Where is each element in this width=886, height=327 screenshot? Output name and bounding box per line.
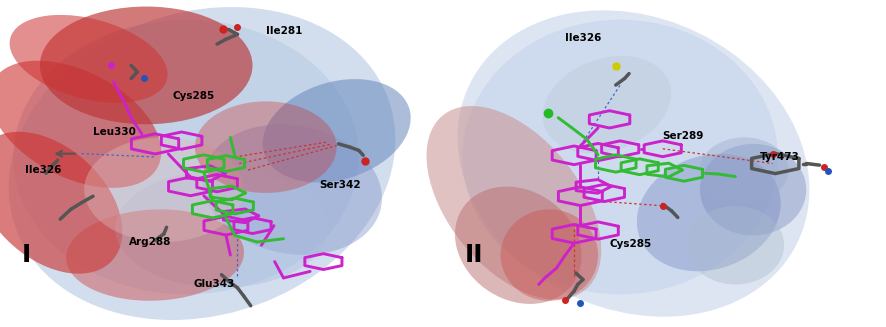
Text: Cys285: Cys285	[173, 92, 215, 101]
Text: Ile326: Ile326	[25, 165, 61, 175]
Ellipse shape	[501, 209, 598, 301]
Text: II: II	[465, 243, 484, 267]
Ellipse shape	[66, 209, 244, 301]
Ellipse shape	[115, 170, 328, 288]
Ellipse shape	[40, 7, 253, 124]
Text: Ile281: Ile281	[266, 26, 302, 36]
Text: Leu330: Leu330	[93, 128, 136, 137]
Ellipse shape	[637, 154, 781, 271]
Ellipse shape	[700, 137, 789, 203]
Ellipse shape	[455, 187, 581, 304]
Text: Ile326: Ile326	[565, 33, 602, 43]
Text: I: I	[22, 243, 31, 267]
Text: Arg288: Arg288	[128, 237, 171, 247]
Ellipse shape	[84, 137, 244, 242]
Ellipse shape	[457, 10, 810, 317]
Text: Tyr473: Tyr473	[760, 152, 800, 162]
Ellipse shape	[0, 61, 161, 188]
Ellipse shape	[262, 79, 411, 182]
Ellipse shape	[0, 132, 122, 274]
Ellipse shape	[9, 7, 395, 320]
Ellipse shape	[203, 125, 382, 255]
Ellipse shape	[462, 20, 778, 294]
Ellipse shape	[700, 144, 806, 235]
Ellipse shape	[426, 106, 602, 300]
Ellipse shape	[10, 15, 167, 103]
Ellipse shape	[195, 101, 337, 193]
Ellipse shape	[687, 206, 784, 284]
Ellipse shape	[13, 20, 359, 294]
Text: Glu343: Glu343	[193, 280, 235, 289]
Text: Ser289: Ser289	[663, 131, 704, 141]
Ellipse shape	[543, 56, 671, 153]
Text: Cys285: Cys285	[610, 239, 652, 249]
Text: Ser342: Ser342	[319, 180, 361, 190]
